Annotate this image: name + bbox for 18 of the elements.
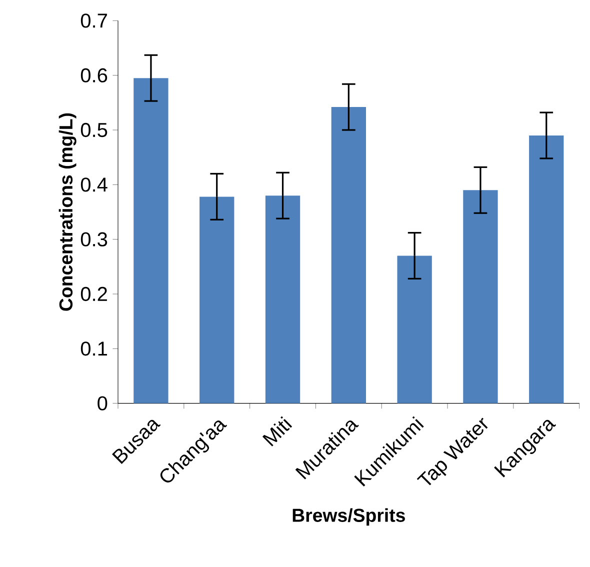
y-tick-label: 0.3	[80, 232, 108, 246]
bar	[463, 190, 498, 404]
y-tick-label: 0.6	[80, 68, 108, 82]
bar	[265, 196, 300, 404]
bar	[529, 135, 564, 404]
y-tick-label: 0.4	[80, 178, 108, 192]
bar	[134, 78, 168, 404]
bar	[200, 196, 234, 404]
x-axis-title: Brews/Sprits	[292, 508, 405, 526]
bar	[331, 107, 366, 404]
y-tick-label: 0.1	[80, 342, 107, 356]
y-tick-label: 0.7	[80, 14, 107, 28]
y-tick-label: 0	[98, 396, 108, 410]
y-tick-label: 0.5	[80, 122, 108, 138]
y-tick-label: 0.2	[80, 286, 107, 302]
x-tick-label: Miti	[262, 416, 292, 446]
y-axis-title: Concentrations (mg/L)	[58, 113, 76, 311]
bar	[397, 256, 432, 404]
